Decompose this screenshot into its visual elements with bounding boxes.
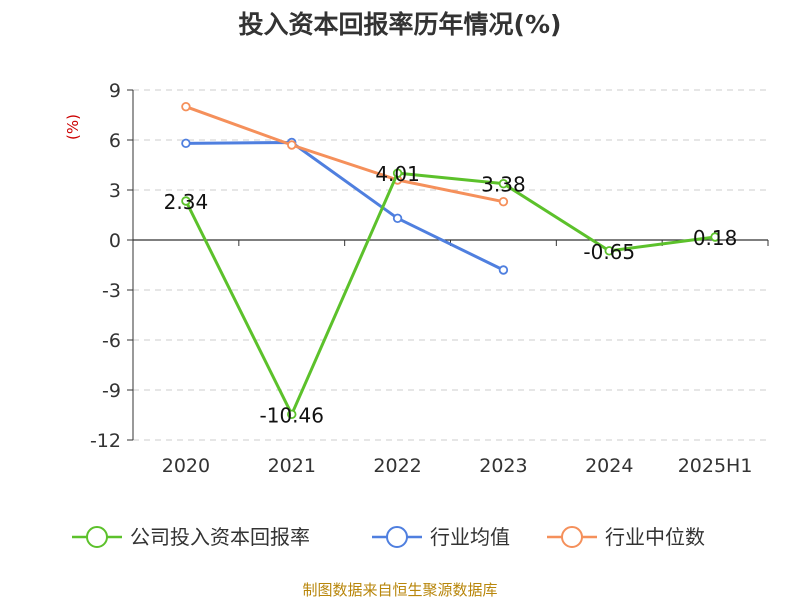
data-point [498, 196, 509, 207]
data-point [287, 140, 297, 150]
data-label: 4.01 [375, 162, 420, 186]
axis-layer: 9 6 3 0 -3 -6 -9 -12 2020 2021 2022 2023 2024 2025H1 [90, 80, 769, 477]
y-tick-label: -12 [90, 430, 121, 452]
data-point [287, 409, 297, 420]
legend-marker-icon [561, 526, 583, 548]
x-tick-label: 2022 [373, 455, 421, 477]
x-tick-label: 2020 [162, 455, 210, 477]
x-tick-label: 2021 [268, 455, 316, 477]
y-tick-label: 6 [109, 130, 121, 152]
y-tick-label: 3 [109, 180, 121, 202]
data-point [392, 213, 403, 224]
series-layer [181, 101, 720, 420]
data-label-layer: 2.34 -10.46 4.01 3.38 -0.65 0.18 [164, 162, 738, 427]
data-point [498, 178, 509, 189]
data-point [181, 138, 191, 149]
data-point [498, 265, 509, 275]
legend-label: 行业中位数 [605, 525, 705, 549]
data-point [392, 168, 403, 178]
data-label: -10.46 [260, 403, 324, 427]
data-label: 3.38 [481, 173, 526, 197]
data-point [710, 232, 720, 242]
data-label: 2.34 [164, 190, 209, 214]
x-tick-label: 2023 [479, 455, 527, 477]
series-line [185, 105, 504, 204]
y-tick-label: 0 [109, 230, 121, 252]
legend-label: 公司投入资本回报率 [130, 525, 310, 549]
y-tick-label: -3 [102, 280, 121, 302]
source-note: 制图数据来自恒生聚源数据库 [302, 581, 497, 599]
y-tick-label: -6 [102, 330, 121, 352]
legend: 公司投入资本回报率 行业均值 行业中位数 [72, 525, 705, 549]
data-point [181, 101, 191, 112]
legend-label: 行业均值 [430, 525, 510, 549]
data-point [181, 196, 191, 206]
y-axis-unit-label: (%) [64, 114, 82, 140]
series-line [184, 171, 716, 416]
chart-title: 投入资本回报率历年情况(%) [239, 10, 562, 39]
data-label: -0.65 [583, 240, 635, 264]
data-label: 0.18 [693, 226, 738, 250]
y-tick-label: -9 [102, 380, 121, 402]
legend-marker-icon [86, 526, 108, 548]
x-tick-label: 2025H1 [678, 455, 753, 477]
data-point [604, 246, 614, 256]
legend-marker-icon [386, 526, 408, 548]
x-tick-label: 2024 [585, 455, 633, 477]
series-line [185, 141, 505, 272]
y-tick-label: 9 [109, 80, 121, 102]
